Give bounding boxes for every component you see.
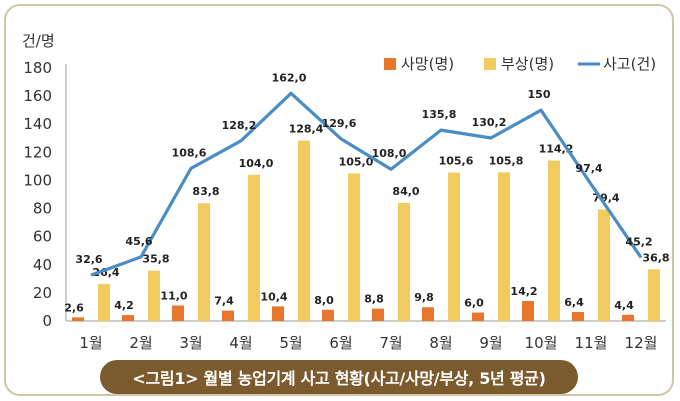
injury-bar xyxy=(248,174,260,321)
death-bar xyxy=(522,301,534,321)
death-value-label: 2,6 xyxy=(64,301,84,314)
injury-value-label: 128,4 xyxy=(289,123,324,136)
x-tick-label: 12월 xyxy=(625,334,658,352)
death-value-label: 7,4 xyxy=(214,295,234,308)
x-tick-label: 2월 xyxy=(129,334,152,352)
death-value-label: 11,0 xyxy=(160,290,187,303)
y-tick-label: 0 xyxy=(42,312,52,330)
injury-value-label: 104,0 xyxy=(239,157,274,170)
accident-value-label: 32,6 xyxy=(75,253,102,266)
death-value-label: 6,4 xyxy=(564,296,584,309)
death-bar xyxy=(572,312,584,321)
death-value-label: 8,0 xyxy=(314,294,334,307)
injury-value-label: 105,8 xyxy=(489,154,524,167)
death-value-label: 4,4 xyxy=(614,299,634,312)
accident-value-label: 162,0 xyxy=(272,71,307,84)
y-tick-label: 20 xyxy=(33,284,52,302)
death-bar xyxy=(122,315,134,321)
injury-bar xyxy=(498,172,510,321)
injury-bar xyxy=(348,173,360,321)
x-tick-label: 4월 xyxy=(229,334,252,352)
x-tick-label: 1월 xyxy=(79,334,102,352)
injury-value-label: 105,6 xyxy=(439,155,474,168)
death-value-label: 10,4 xyxy=(260,290,287,303)
accident-value-label: 97,4 xyxy=(575,162,602,175)
injury-value-label: 36,8 xyxy=(642,251,669,264)
x-tick-label: 6월 xyxy=(329,334,352,352)
x-tick-label: 5월 xyxy=(279,334,302,352)
accident-value-label: 130,2 xyxy=(472,116,507,129)
legend-swatch-injury xyxy=(484,58,496,70)
accident-value-label: 129,6 xyxy=(322,117,357,130)
y-tick-label: 80 xyxy=(33,200,52,218)
y-tick-label: 60 xyxy=(33,228,52,246)
chart-frame xyxy=(4,4,674,396)
death-bar xyxy=(272,306,284,321)
injury-bar xyxy=(98,283,110,321)
legend-label-injury: 부상(명) xyxy=(501,55,554,73)
legend-label-death: 사망(명) xyxy=(401,55,454,73)
death-bar xyxy=(472,312,484,321)
x-tick-label: 10월 xyxy=(525,334,558,352)
y-tick-label: 100 xyxy=(23,171,52,189)
injury-bar xyxy=(298,140,310,321)
injury-bar xyxy=(448,172,460,321)
x-tick-label: 9월 xyxy=(479,334,502,352)
figure-caption: <그림1> 월별 농업기계 사고 현황(사고/사망/부상, 5년 평균) xyxy=(132,369,546,388)
injury-value-label: 83,8 xyxy=(192,185,219,198)
death-value-label: 9,8 xyxy=(414,291,434,304)
legend-swatch-death xyxy=(384,58,396,70)
death-bar xyxy=(172,305,184,321)
caption-bar: <그림1> 월별 농업기계 사고 현황(사고/사망/부상, 5년 평균) xyxy=(100,360,578,394)
death-bar xyxy=(72,317,84,321)
accident-value-label: 108,0 xyxy=(372,147,407,160)
death-value-label: 8,8 xyxy=(364,293,384,306)
death-bar xyxy=(622,314,634,321)
y-tick-label: 160 xyxy=(23,87,52,105)
y-axis-label: 건/명 xyxy=(22,32,55,50)
accident-value-label: 135,8 xyxy=(422,108,457,121)
death-value-label: 6,0 xyxy=(464,297,484,310)
injury-bar xyxy=(198,203,210,321)
injury-bar xyxy=(648,269,660,321)
injury-bar xyxy=(598,209,610,321)
x-tick-label: 8월 xyxy=(429,334,452,352)
death-bar xyxy=(422,307,434,321)
injury-value-label: 105,0 xyxy=(339,155,374,168)
accident-line xyxy=(90,91,643,277)
accident-value-label: 150 xyxy=(528,88,551,101)
accident-value-label: 45,2 xyxy=(625,235,652,248)
legend-label-accident: 사고(건) xyxy=(603,55,656,73)
injury-value-label: 26,4 xyxy=(92,266,119,279)
death-value-label: 4,2 xyxy=(114,299,134,312)
accident-value-label: 128,2 xyxy=(222,119,257,132)
y-tick-label: 40 xyxy=(33,256,52,274)
injury-value-label: 35,8 xyxy=(142,253,169,266)
injury-bar xyxy=(398,202,410,321)
death-bar xyxy=(222,310,234,321)
accident-value-label: 108,6 xyxy=(172,146,207,159)
injury-value-label: 84,0 xyxy=(392,185,419,198)
x-tick-label: 11월 xyxy=(575,334,608,352)
y-tick-label: 140 xyxy=(23,115,52,133)
x-tick-label: 3월 xyxy=(179,334,202,352)
injury-bar xyxy=(548,160,560,321)
accident-value-label: 45,6 xyxy=(125,235,152,248)
death-bar xyxy=(372,308,384,321)
death-value-label: 14,2 xyxy=(510,285,537,298)
x-tick-label: 7월 xyxy=(379,334,402,352)
y-tick-label: 180 xyxy=(23,59,52,77)
injury-bar xyxy=(148,270,160,321)
death-bar xyxy=(322,309,334,321)
y-tick-label: 120 xyxy=(23,143,52,161)
